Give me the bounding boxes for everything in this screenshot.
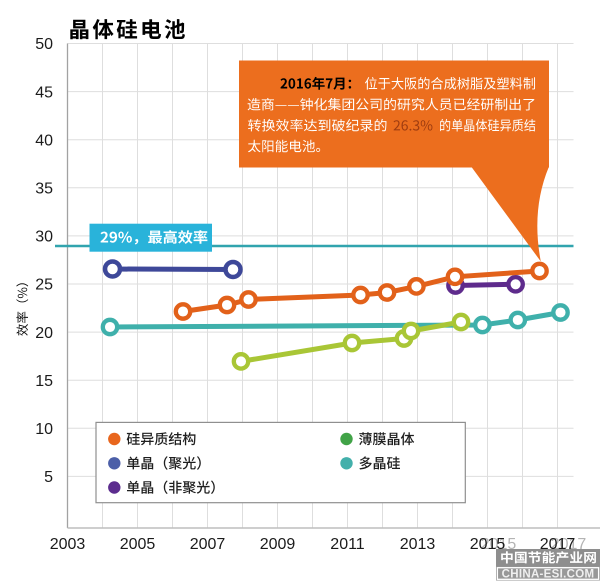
svg-text:2015: 2015 (481, 536, 517, 553)
svg-text:2011: 2011 (330, 536, 365, 553)
svg-text:2017: 2017 (540, 536, 576, 553)
svg-text:2017: 2017 (551, 536, 587, 553)
svg-text:2009: 2009 (260, 536, 296, 553)
svg-text:50: 50 (35, 36, 53, 53)
svg-text:35: 35 (35, 181, 53, 198)
svg-text:25: 25 (35, 277, 53, 294)
svg-text:2007: 2007 (190, 536, 226, 553)
svg-text:2013: 2013 (400, 536, 436, 553)
svg-text:5: 5 (44, 469, 53, 486)
svg-text:40: 40 (35, 132, 53, 149)
svg-text:10: 10 (35, 421, 53, 438)
svg-text:45: 45 (35, 84, 53, 101)
svg-text:2015: 2015 (470, 536, 506, 553)
svg-text:15: 15 (35, 373, 53, 390)
svg-text:2003: 2003 (50, 536, 86, 553)
svg-text:CHINA-ESI.COM: CHINA-ESI.COM (502, 569, 595, 581)
svg-text:2005: 2005 (120, 536, 156, 553)
svg-text:20: 20 (35, 325, 53, 342)
svg-text:30: 30 (35, 229, 53, 246)
